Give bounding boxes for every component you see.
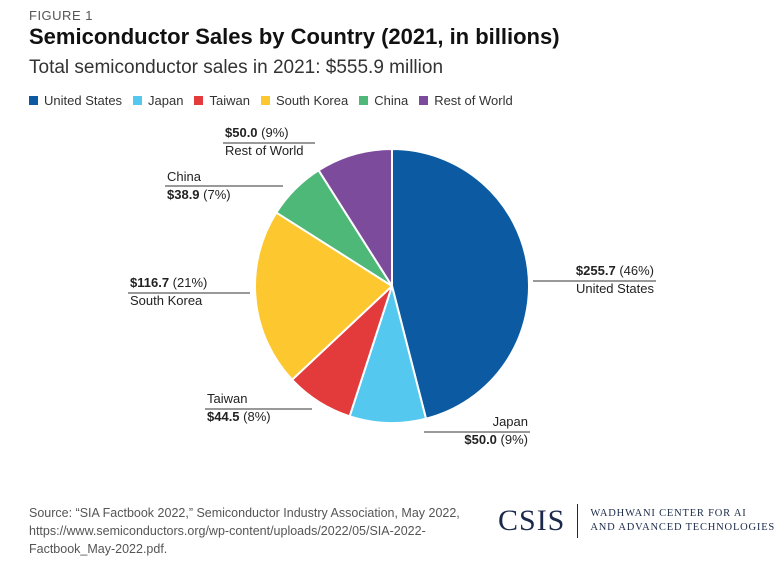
leader-lines xyxy=(128,142,656,433)
data-label-value: $44.5 xyxy=(207,409,240,424)
legend-item-united-states: United States xyxy=(29,93,122,108)
legend-item-south-korea: South Korea xyxy=(260,93,349,108)
legend-swatch xyxy=(29,96,38,105)
chart-subtitle: Total semiconductor sales in 2021: $555.… xyxy=(29,57,444,78)
data-label-name: Rest of World xyxy=(225,143,304,158)
data-label-value: $116.7 xyxy=(130,275,170,290)
legend-label: China xyxy=(374,93,409,108)
csis-logo: CSIS WADHWANI CENTER FOR AI AND ADVANCED… xyxy=(498,504,775,538)
legend-swatch xyxy=(419,96,429,105)
data-label-name: Taiwan xyxy=(207,391,248,406)
chart-title: Semiconductor Sales by Country (2021, in… xyxy=(29,24,560,49)
data-label-rest-of-world: $50.0 (9%) Rest of World xyxy=(225,124,304,160)
data-label-united-states: $255.7 (46%) United States xyxy=(538,262,654,298)
logo-subtitle-line-2: AND ADVANCED TECHNOLOGIES xyxy=(590,522,776,533)
data-label-south-korea: $116.7 (21%) South Korea xyxy=(130,274,207,310)
pie-slice-rest-of-world xyxy=(317,148,393,287)
data-label-value: $50.0 xyxy=(464,432,497,447)
logo-subtitle: WADHWANI CENTER FOR AI AND ADVANCED TECH… xyxy=(590,507,775,535)
data-label-percent: (8%) xyxy=(243,409,271,424)
logo-divider xyxy=(577,504,579,538)
legend-swatch xyxy=(194,96,204,105)
data-label-name: Japan xyxy=(492,414,528,429)
legend-item-rest-of-world: Rest of World xyxy=(419,93,513,108)
legend-label: Japan xyxy=(148,93,184,108)
legend-swatch xyxy=(260,96,270,105)
legend-label: Taiwan xyxy=(209,93,250,108)
logo-wordmark: CSIS xyxy=(498,504,566,537)
pie-slice-united-states xyxy=(391,148,530,420)
data-label-value: $38.9 xyxy=(167,187,200,202)
legend-label: South Korea xyxy=(275,93,349,108)
pie-slices xyxy=(254,148,530,424)
data-label-name: South Korea xyxy=(130,293,203,308)
data-label-value: $255.7 xyxy=(575,263,616,278)
logo-subtitle-line-1: WADHWANI CENTER FOR AI xyxy=(590,508,747,519)
data-label-japan: Japan $50.0 (9%) xyxy=(420,413,528,449)
pie-slice-south-korea xyxy=(254,211,393,381)
legend-item-china: China xyxy=(359,93,408,108)
legend-label: Rest of World xyxy=(434,93,513,108)
legend-item-taiwan: Taiwan xyxy=(194,93,250,108)
data-label-percent: (9%) xyxy=(261,125,289,140)
legend-swatch xyxy=(359,96,369,105)
legend-swatch xyxy=(133,96,143,105)
data-label-name: China xyxy=(167,169,201,184)
legend-item-japan: Japan xyxy=(133,93,183,108)
data-label-percent: (9%) xyxy=(500,432,528,447)
chart-legend: United States Japan Taiwan South Korea C… xyxy=(29,93,524,108)
source-note: Source: “SIA Factbook 2022,” Semiconduct… xyxy=(29,506,460,556)
data-label-name: United States xyxy=(575,281,654,296)
figure-label: FIGURE 1 xyxy=(29,8,93,23)
data-label-china: China $38.9 (7%) xyxy=(167,168,231,204)
data-label-value: $50.0 xyxy=(225,125,258,140)
data-label-percent: (21%) xyxy=(172,275,208,290)
data-label-taiwan: Taiwan $44.5 (8%) xyxy=(207,390,271,426)
data-label-percent: (46%) xyxy=(619,263,654,278)
data-label-percent: (7%) xyxy=(203,187,231,202)
legend-label: United States xyxy=(44,93,123,108)
